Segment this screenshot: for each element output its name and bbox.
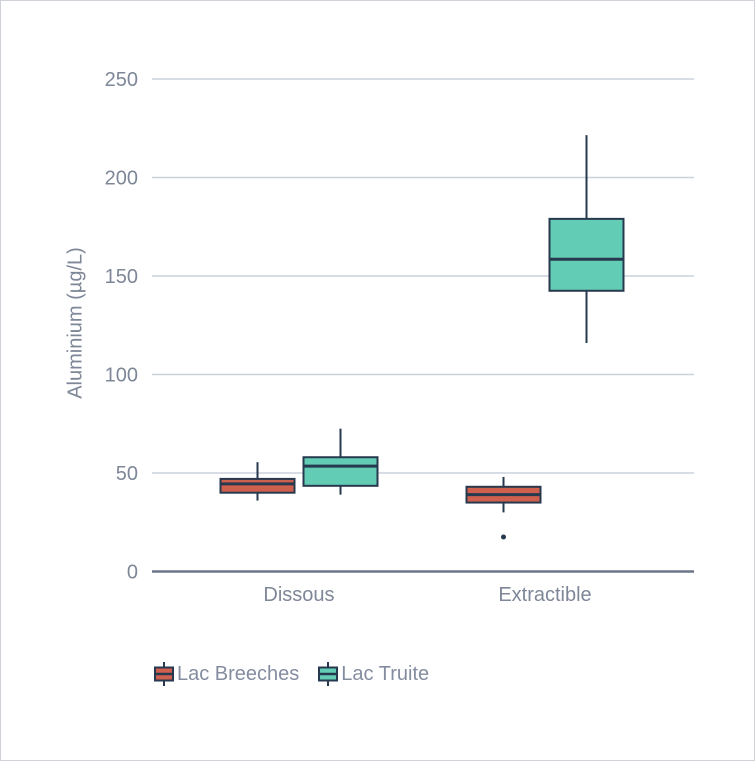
y-tick-label-50: 50 bbox=[116, 463, 138, 485]
outlier-point bbox=[501, 534, 506, 540]
box-lac-breeches-dissous bbox=[219, 462, 296, 501]
y-tick-label-150: 150 bbox=[105, 266, 138, 288]
legend: Lac Breeches Lac Truite bbox=[153, 660, 429, 688]
y-tick-label-100: 100 bbox=[105, 365, 138, 387]
legend-label: Lac Breeches bbox=[177, 663, 300, 685]
y-tick-label-0: 0 bbox=[127, 562, 138, 584]
iqr-box bbox=[302, 456, 379, 487]
box-lac-breeches-extractible bbox=[465, 476, 542, 540]
y-tick-label-200: 200 bbox=[105, 168, 138, 190]
iqr-box bbox=[548, 217, 625, 292]
box-lac-truite-extractible bbox=[548, 135, 625, 343]
legend-boxplot-icon bbox=[154, 662, 174, 686]
y-tick-label-250: 250 bbox=[105, 69, 138, 91]
legend-item-lac-truite[interactable]: Lac Truite bbox=[317, 660, 429, 688]
y-axis-title: Aluminium (µg/L) bbox=[64, 247, 87, 399]
iqr-box bbox=[219, 477, 296, 494]
legend-boxplot-icon bbox=[318, 662, 339, 686]
legend-label: Lac Truite bbox=[341, 663, 430, 685]
x-category-label-extractible: Extractible bbox=[498, 584, 591, 606]
legend-item-lac-breeches[interactable]: Lac Breeches bbox=[153, 660, 299, 688]
box-lac-truite-dissous bbox=[302, 428, 379, 495]
x-category-label-dissous: Dissous bbox=[263, 584, 334, 606]
